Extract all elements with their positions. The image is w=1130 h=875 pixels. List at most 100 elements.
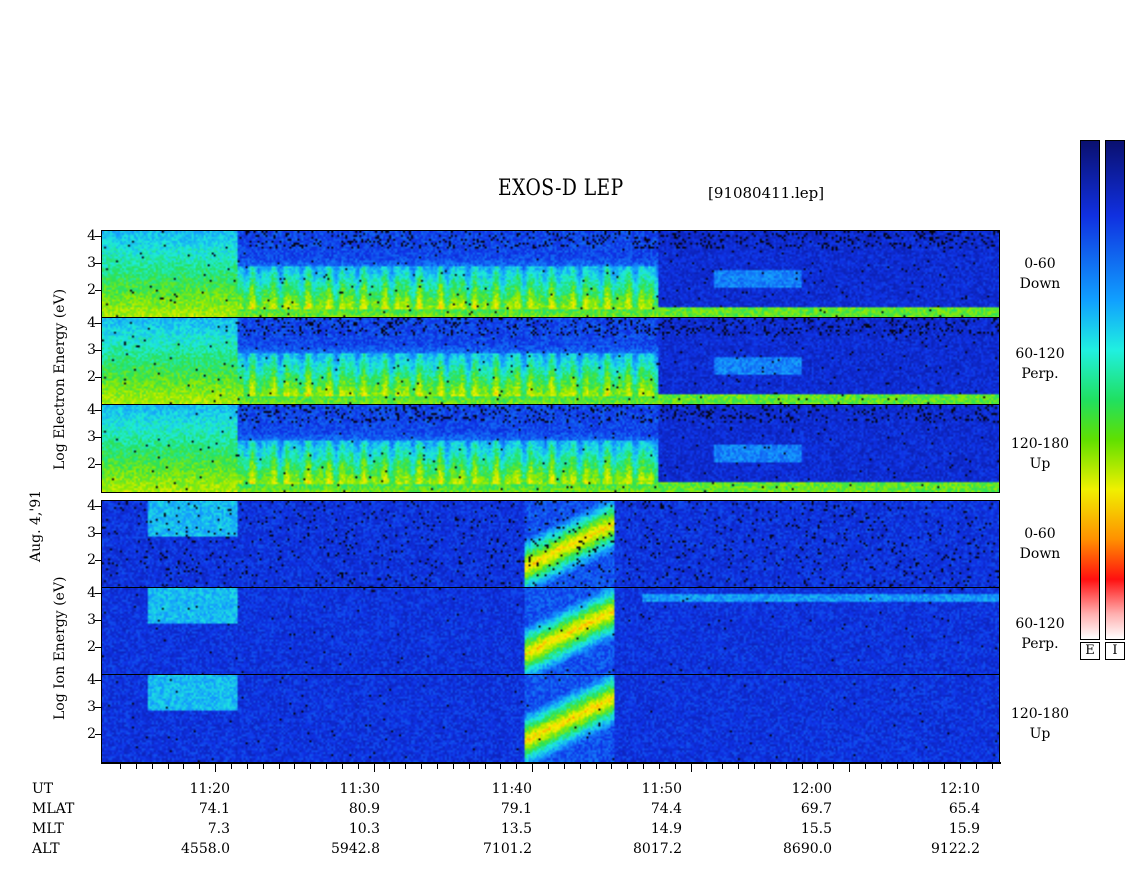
y-tick-label: 3 — [87, 429, 96, 445]
x-minor-tick — [389, 764, 391, 769]
x-value-alt: 7101.2 — [483, 841, 532, 857]
x-value-ut: 12:00 — [791, 781, 832, 797]
x-minor-tick — [547, 764, 549, 769]
x-minor-tick — [754, 764, 755, 769]
x-major-tick — [215, 764, 217, 772]
colorbar-label-electron: E — [1080, 642, 1100, 660]
x-minor-tick — [294, 764, 296, 769]
x-minor-tick — [516, 764, 518, 769]
pitch-label-electron-up: 120-180 Up — [1010, 436, 1070, 472]
x-minor-tick — [706, 764, 708, 769]
x-minor-tick — [452, 764, 454, 769]
x-minor-tick — [199, 764, 201, 769]
y-tick-mark — [95, 506, 101, 507]
panel-electron-60-120 — [101, 317, 1000, 405]
x-major-tick — [849, 764, 851, 772]
colorbar-ion — [1105, 140, 1125, 640]
pitch-label-ion-down: 0-60 Down — [1019, 526, 1061, 562]
y-tick-label: 2 — [87, 726, 96, 742]
x-major-tick — [532, 764, 534, 772]
row-label-ut: UT — [32, 781, 54, 797]
x-major-tick — [690, 764, 692, 772]
x-value-alt: 5942.8 — [331, 841, 380, 857]
x-value-alt: 4558.0 — [181, 841, 230, 857]
x-minor-tick — [500, 764, 502, 769]
x-minor-tick — [135, 764, 137, 769]
x-minor-tick — [991, 764, 993, 769]
x-value-alt: 8017.2 — [633, 841, 682, 857]
y-tick-mark — [95, 290, 101, 291]
spectrogram-ion-down — [102, 501, 999, 588]
x-minor-tick — [960, 764, 962, 769]
x-minor-tick — [611, 764, 613, 769]
y-tick-label: 4 — [87, 228, 96, 244]
colorbar-label-ion: I — [1105, 642, 1125, 660]
x-value-mlt: 10.3 — [348, 821, 380, 837]
x-minor-tick — [912, 764, 914, 769]
x-minor-tick — [928, 764, 930, 769]
y-tick-label: 3 — [87, 525, 96, 541]
x-minor-tick — [785, 764, 787, 769]
x-value-ut: 11:50 — [641, 781, 682, 797]
x-minor-tick — [658, 764, 660, 769]
x-minor-tick — [326, 764, 328, 769]
y-tick-label: 2 — [87, 552, 96, 568]
x-minor-tick — [405, 764, 407, 769]
x-major-tick — [373, 764, 375, 772]
x-minor-tick — [880, 764, 882, 769]
x-value-mlat: 74.1 — [198, 801, 230, 817]
y-tick-label: 4 — [87, 498, 96, 514]
y-tick-label: 3 — [87, 342, 96, 358]
x-minor-tick — [769, 764, 771, 769]
pitch-label-electron-perp: 60-120 Perp. — [1015, 346, 1065, 382]
x-minor-tick — [627, 764, 629, 769]
panel-ion-60-120 — [101, 587, 1000, 676]
x-minor-tick — [357, 764, 359, 769]
electron-energy-label: Log Electron Energy (eV) — [52, 288, 68, 470]
x-value-mlat: 65.4 — [948, 801, 980, 817]
x-value-ut: 11:20 — [189, 781, 230, 797]
x-minor-tick — [167, 764, 169, 769]
x-minor-tick — [579, 764, 581, 769]
x-minor-tick — [151, 764, 153, 769]
y-tick-label: 4 — [87, 585, 96, 601]
x-value-mlat: 80.9 — [348, 801, 380, 817]
x-value-mlt: 7.3 — [207, 821, 230, 837]
x-minor-tick — [468, 764, 470, 769]
y-tick-label: 3 — [87, 699, 96, 715]
x-value-ut: 11:40 — [491, 781, 532, 797]
x-minor-tick — [230, 764, 232, 769]
panel-electron-120-180 — [101, 404, 1000, 493]
x-minor-tick — [896, 764, 898, 769]
x-minor-tick — [864, 764, 866, 769]
x-minor-tick — [817, 764, 819, 769]
file-name: [91080411.lep] — [708, 184, 825, 202]
y-tick-mark — [95, 377, 101, 378]
x-minor-tick — [183, 764, 185, 769]
y-tick-label: 4 — [87, 672, 96, 688]
x-minor-tick — [674, 764, 676, 769]
y-tick-mark — [95, 647, 101, 648]
date-label: Aug. 4,'91 — [28, 489, 44, 562]
x-minor-tick — [437, 764, 438, 769]
y-tick-label: 2 — [87, 282, 96, 298]
y-tick-mark — [95, 410, 101, 411]
y-tick-mark — [95, 350, 101, 351]
x-minor-tick — [833, 764, 835, 769]
spectrogram-ion-up — [102, 675, 999, 762]
y-tick-label: 2 — [87, 369, 96, 385]
x-minor-tick — [484, 764, 486, 769]
x-minor-tick — [120, 764, 121, 769]
y-tick-mark — [95, 560, 101, 561]
pitch-label-ion-perp: 60-120 Perp. — [1015, 616, 1065, 652]
panel-electron-0-60 — [101, 230, 1000, 318]
y-tick-mark — [95, 236, 101, 237]
row-label-mlat: MLAT — [32, 801, 75, 817]
colorbar-electron — [1080, 140, 1100, 640]
y-tick-mark — [95, 680, 101, 681]
x-minor-tick — [421, 764, 423, 769]
x-minor-tick — [563, 764, 565, 769]
y-tick-mark — [95, 323, 101, 324]
y-tick-label: 2 — [87, 639, 96, 655]
y-tick-mark — [95, 593, 101, 594]
